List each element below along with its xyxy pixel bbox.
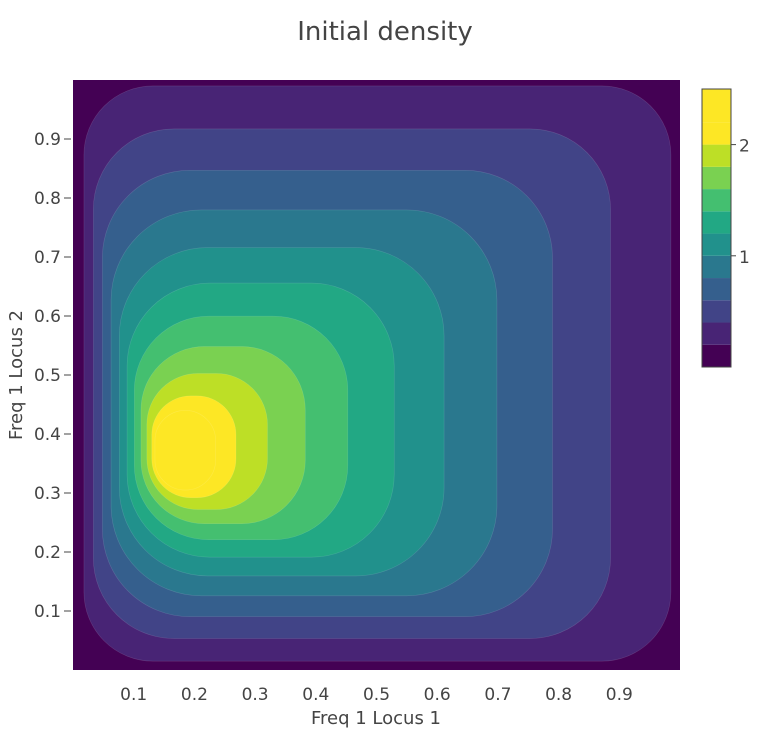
colorbar-tick-label: 1	[739, 248, 750, 268]
y-tick-label: 0.2	[34, 543, 61, 563]
colorbar-segment	[702, 233, 731, 256]
colorbar-segment	[702, 189, 731, 212]
contour-band-2.2	[154, 410, 216, 491]
x-tick-label: 0.9	[606, 685, 633, 705]
y-tick-label: 0.1	[34, 602, 61, 622]
x-axis-label: Freq 1 Locus 1	[311, 708, 441, 729]
colorbar-segment	[702, 300, 731, 323]
colorbar-segment	[702, 255, 731, 279]
y-tick-label: 0.4	[34, 425, 61, 445]
x-tick-label: 0.1	[120, 685, 147, 705]
colorbar-segment	[702, 166, 731, 190]
x-tick-label: 0.3	[242, 685, 269, 705]
x-tick-label: 0.8	[545, 685, 572, 705]
y-tick-label: 0.3	[34, 484, 61, 504]
colorbar-segment	[702, 89, 731, 123]
colorbar: 12	[701, 88, 750, 368]
x-tick-label: 0.7	[484, 685, 511, 705]
colorbar-frame	[701, 88, 732, 368]
plot-area[interactable]	[73, 80, 680, 670]
colorbar-segment	[702, 144, 731, 167]
colorbar-segment	[702, 278, 731, 301]
y-axis-ticks: 0.1 0.2 0.3 0.4 0.5 0.6 0.7 0.8 0.9	[34, 130, 71, 622]
colorbar-segment	[702, 322, 731, 345]
x-tick-label: 0.5	[363, 685, 390, 705]
y-tick-label: 0.9	[34, 130, 61, 150]
y-axis-label: Freq 1 Locus 2	[6, 310, 27, 440]
x-tick-label: 0.4	[302, 685, 329, 705]
y-tick-label: 0.7	[34, 248, 61, 268]
chart-title: Initial density	[297, 17, 473, 47]
x-tick-label: 0.2	[181, 685, 208, 705]
colorbar-segment	[702, 344, 731, 367]
colorbar-segment	[702, 122, 731, 145]
y-tick-label: 0.8	[34, 189, 61, 209]
x-tick-label: 0.6	[424, 685, 451, 705]
y-tick-label: 0.6	[34, 307, 61, 327]
colorbar-segment	[702, 211, 731, 234]
contour-bands	[83, 85, 672, 662]
y-tick-label: 0.5	[34, 366, 61, 386]
colorbar-tick-label: 2	[739, 137, 750, 157]
x-axis-ticks: 0.1 0.2 0.3 0.4 0.5 0.6 0.7 0.8 0.9	[120, 685, 633, 705]
